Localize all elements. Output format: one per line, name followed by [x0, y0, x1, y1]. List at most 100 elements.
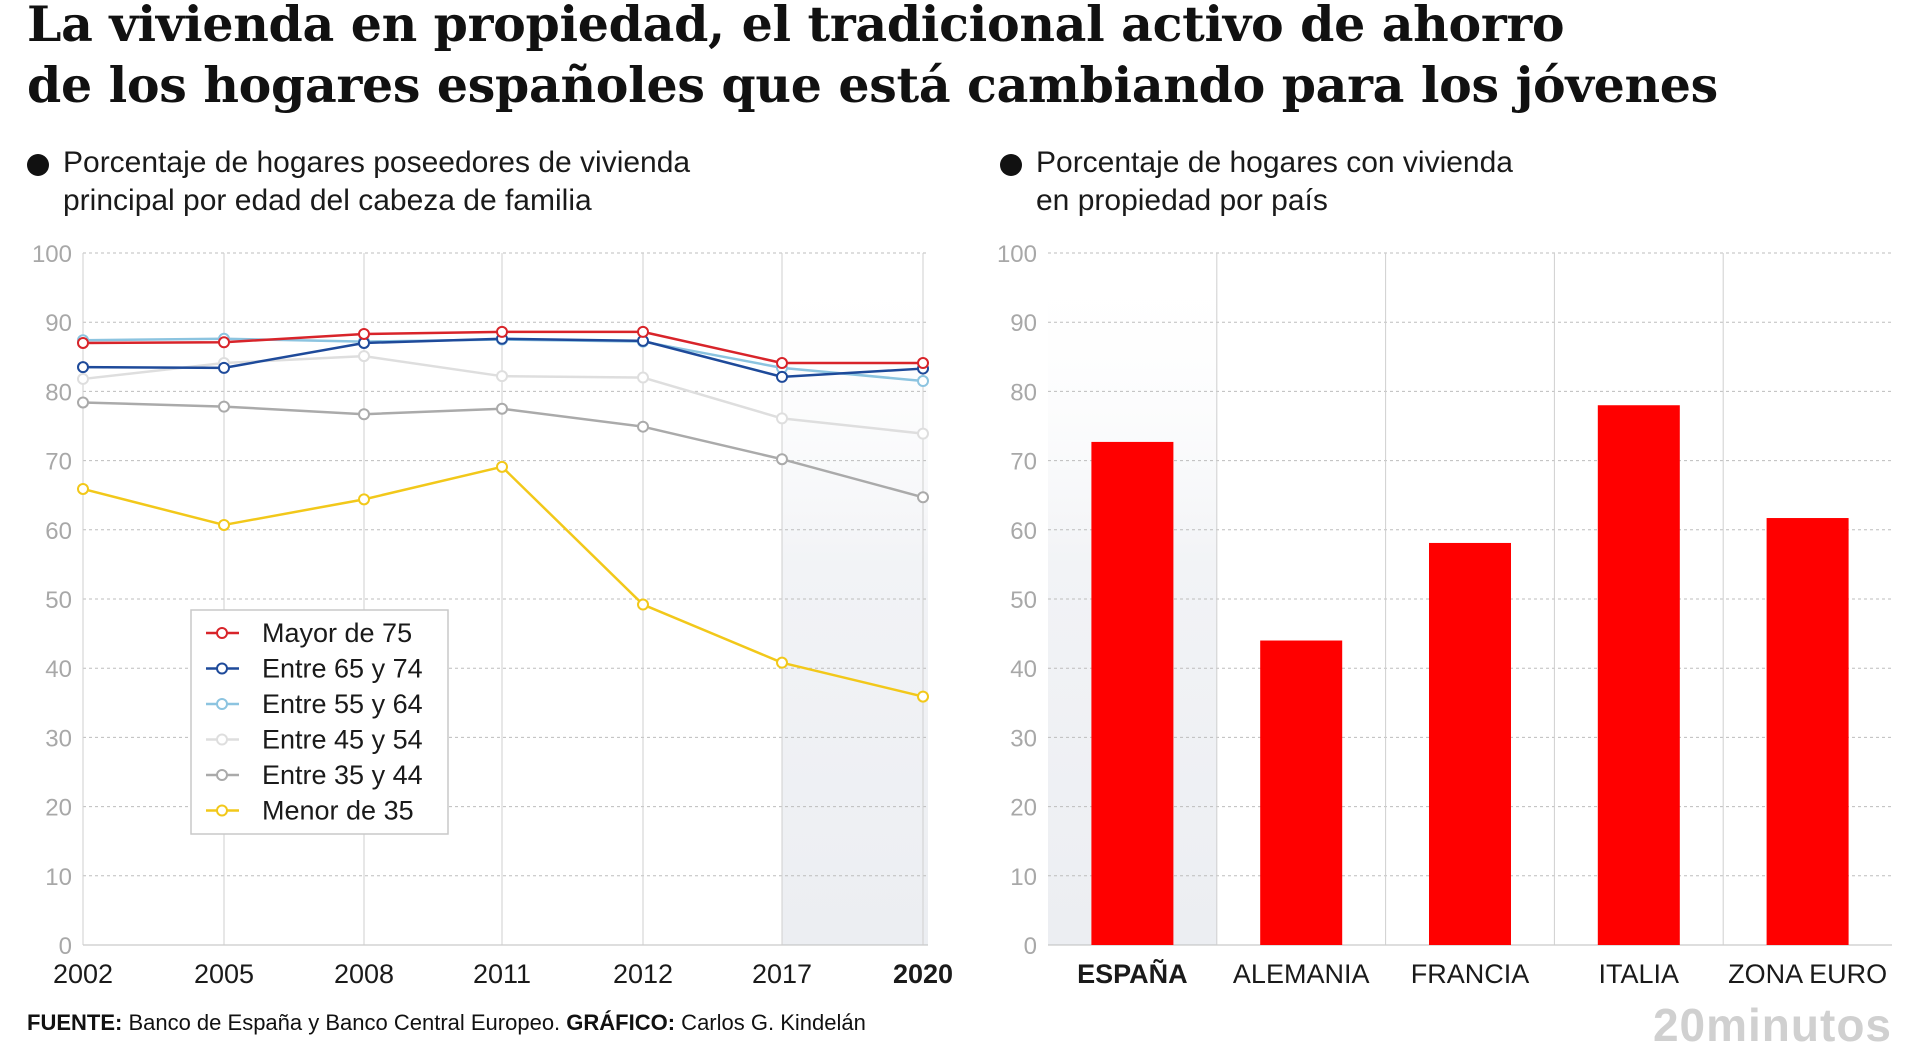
y-tick-label: 90 — [45, 310, 72, 337]
y-tick-label: 90 — [1010, 310, 1037, 337]
legend-label: Menor de 35 — [262, 796, 414, 826]
bar-chart: 0 10 20 30 40 50 60 70 80 90 100 ESPAÑA ALEMANIA FRAN… — [997, 241, 1892, 989]
data-point — [917, 690, 929, 703]
y-tick-label: 30 — [1010, 725, 1037, 752]
bar — [1766, 518, 1849, 945]
y-tick-label: 30 — [45, 725, 72, 752]
y-tick-label: 80 — [1010, 379, 1037, 406]
legend-swatch-marker — [216, 698, 228, 710]
source-label: FUENTE: — [27, 1010, 123, 1035]
data-point — [77, 372, 89, 385]
data-point — [776, 357, 788, 370]
line-chart: 0 10 20 30 40 50 60 70 80 90 100 2002 2005 2008 2011 20… — [32, 241, 953, 989]
y-tick-label: 100 — [997, 241, 1037, 268]
data-point — [917, 427, 929, 440]
y-tick-label: 80 — [45, 379, 72, 406]
legend-label: Mayor de 75 — [262, 618, 412, 648]
y-tick-label: 40 — [1010, 656, 1037, 683]
y-tick-label: 60 — [1010, 518, 1037, 545]
legend-label: Entre 35 y 44 — [262, 760, 423, 790]
x-tick-label: 2012 — [613, 959, 673, 989]
data-point — [917, 491, 929, 504]
data-point — [496, 460, 508, 473]
data-point — [358, 493, 370, 506]
data-point — [637, 598, 649, 611]
legend-label: Entre 45 y 54 — [262, 725, 423, 755]
bullet-icon — [1000, 154, 1022, 176]
legend-swatch-marker — [216, 733, 228, 746]
data-point — [218, 518, 230, 531]
data-point — [776, 370, 788, 383]
y-tick-label: 70 — [45, 449, 72, 476]
y-tick-label: 50 — [45, 587, 72, 614]
y-tick-label: 40 — [45, 656, 72, 683]
x-tick-label: 2020 — [893, 959, 953, 989]
bar-chart-subtitle: Porcentaje de hogares con vivienda en pr… — [1000, 144, 1700, 224]
y-tick-label: 0 — [59, 933, 72, 960]
legend-swatch-marker — [216, 804, 228, 817]
data-point — [637, 371, 649, 384]
data-point — [637, 420, 649, 433]
bar — [1429, 542, 1511, 945]
line-chart-subtitle-line-1: Porcentaje de hogares poseedores de vivi… — [63, 146, 691, 179]
data-point — [77, 361, 89, 374]
legend-label: Entre 65 y 74 — [262, 654, 423, 684]
chart-title-line-2: de los hogares españoles que está cambia… — [27, 56, 1718, 114]
data-point — [77, 336, 89, 349]
x-tick-label: 2011 — [473, 959, 531, 989]
y-tick-label: 50 — [1010, 587, 1037, 614]
data-point — [917, 357, 929, 370]
x-tick-label: 2002 — [53, 959, 113, 989]
brand-logo: 20minutos — [1652, 999, 1892, 1051]
x-tick-label: 2008 — [334, 959, 394, 989]
legend-box — [190, 609, 449, 835]
bar — [1091, 441, 1174, 945]
data-point — [77, 482, 89, 495]
y-tick-label: 20 — [1010, 795, 1037, 822]
bar — [1597, 405, 1680, 945]
data-point — [358, 327, 370, 340]
data-point — [776, 656, 788, 669]
y-tick-label: 60 — [45, 518, 72, 545]
y-tick-label: 100 — [32, 241, 72, 268]
data-point — [637, 325, 649, 338]
y-tick-label: 0 — [1024, 933, 1037, 960]
data-point — [496, 325, 508, 338]
data-point — [776, 412, 788, 425]
line-chart-subtitle: Porcentaje de hogares poseedores de vivi… — [27, 144, 767, 224]
x-tick-label: FRANCIA — [1411, 959, 1530, 989]
highlight-band — [782, 253, 928, 945]
data-point — [218, 361, 230, 374]
legend-swatch-marker — [216, 769, 228, 781]
data-point — [917, 375, 929, 388]
data-point — [77, 396, 89, 409]
footer-credits: FUENTE: Banco de España y Banco Central … — [27, 1010, 866, 1036]
x-tick-label: ALEMANIA — [1233, 959, 1370, 989]
legend-swatch-marker — [216, 662, 228, 675]
x-tick-label: ESPAÑA — [1077, 958, 1188, 989]
legend-label: Entre 55 y 64 — [262, 689, 423, 719]
chart-title: La vivienda en propiedad, el tradicional… — [27, 0, 1718, 116]
y-tick-label: 10 — [1010, 864, 1037, 891]
x-tick-label: 2005 — [194, 959, 254, 989]
legend-swatch-marker — [216, 627, 228, 639]
data-point — [218, 400, 230, 413]
y-tick-label: 70 — [1010, 449, 1037, 476]
x-tick-label: 2017 — [752, 959, 812, 989]
bullet-icon — [27, 154, 49, 176]
bar — [1260, 640, 1343, 945]
y-tick-label: 20 — [45, 795, 72, 822]
data-point — [358, 408, 370, 421]
x-tick-label: ITALIA — [1599, 959, 1680, 989]
graphic-text: Carlos G. Kindelán — [675, 1010, 866, 1035]
x-tick-label: ZONA EURO — [1728, 959, 1887, 989]
data-point — [776, 453, 788, 466]
data-point — [496, 370, 508, 383]
y-tick-label: 10 — [45, 864, 72, 891]
data-point — [218, 336, 230, 349]
graphic-label: GRÁFICO: — [566, 1010, 676, 1035]
chart-title-line-1: La vivienda en propiedad, el tradicional… — [27, 0, 1565, 53]
line-chart-subtitle-line-2: principal por edad del cabeza de familia — [63, 184, 592, 217]
data-point — [358, 350, 370, 363]
